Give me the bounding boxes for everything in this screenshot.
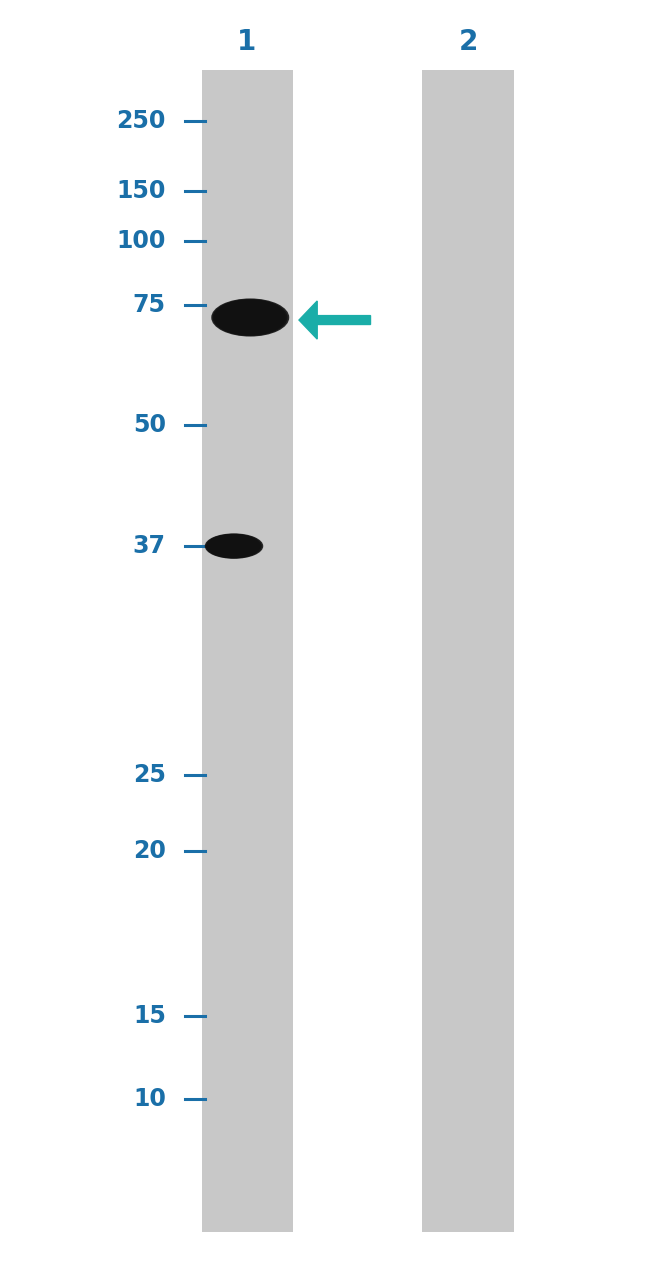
Ellipse shape xyxy=(207,535,261,558)
Ellipse shape xyxy=(214,300,286,335)
Ellipse shape xyxy=(218,538,243,554)
Text: 250: 250 xyxy=(116,109,166,132)
Bar xyxy=(202,70,292,1232)
Text: 37: 37 xyxy=(133,535,166,558)
Ellipse shape xyxy=(213,537,251,555)
Ellipse shape xyxy=(209,535,257,558)
Text: 1: 1 xyxy=(237,28,257,56)
Ellipse shape xyxy=(216,301,282,334)
Ellipse shape xyxy=(214,537,250,555)
Ellipse shape xyxy=(210,536,255,556)
Ellipse shape xyxy=(226,305,268,330)
Ellipse shape xyxy=(229,306,265,329)
Ellipse shape xyxy=(218,301,281,334)
Bar xyxy=(422,70,514,1232)
Text: 20: 20 xyxy=(133,839,166,862)
Ellipse shape xyxy=(214,537,248,555)
Ellipse shape xyxy=(213,298,287,337)
Text: 10: 10 xyxy=(133,1087,166,1110)
Ellipse shape xyxy=(224,304,272,331)
Ellipse shape xyxy=(222,304,276,331)
Ellipse shape xyxy=(219,540,242,552)
Ellipse shape xyxy=(215,538,247,554)
Ellipse shape xyxy=(207,535,259,558)
Ellipse shape xyxy=(211,298,289,337)
Text: 25: 25 xyxy=(133,763,166,786)
Text: 75: 75 xyxy=(133,293,166,316)
Text: 15: 15 xyxy=(133,1005,166,1027)
Ellipse shape xyxy=(215,300,284,335)
Ellipse shape xyxy=(219,302,279,333)
Ellipse shape xyxy=(227,306,267,329)
Ellipse shape xyxy=(212,536,252,556)
Text: 150: 150 xyxy=(116,179,166,202)
Ellipse shape xyxy=(230,307,263,328)
Text: 100: 100 xyxy=(116,230,166,253)
Ellipse shape xyxy=(205,533,263,559)
Ellipse shape xyxy=(220,302,277,333)
Ellipse shape xyxy=(216,538,246,554)
Ellipse shape xyxy=(222,304,274,331)
Ellipse shape xyxy=(205,533,262,559)
Ellipse shape xyxy=(225,305,270,330)
Ellipse shape xyxy=(231,307,262,328)
Text: 50: 50 xyxy=(133,414,166,437)
Text: 2: 2 xyxy=(458,28,478,56)
Ellipse shape xyxy=(217,538,244,554)
Ellipse shape xyxy=(208,535,258,558)
FancyArrow shape xyxy=(299,301,370,339)
Ellipse shape xyxy=(211,536,254,556)
